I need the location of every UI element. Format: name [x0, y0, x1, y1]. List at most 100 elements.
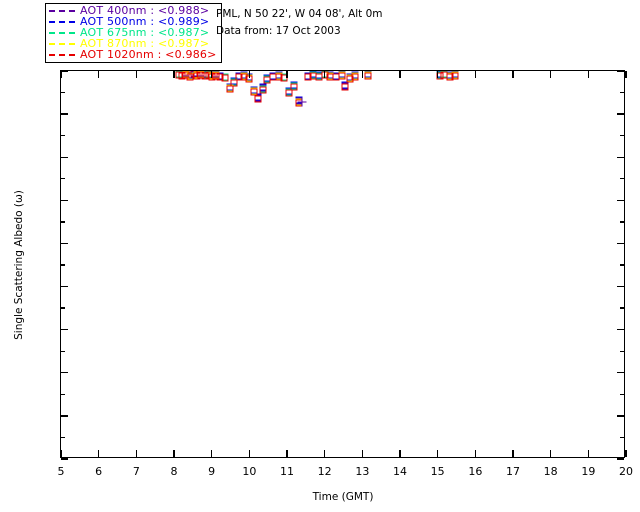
x-axis-tick-label: 15: [430, 465, 445, 478]
x-axis-tick-label: 14: [393, 465, 407, 478]
x-axis-tick: [512, 450, 514, 457]
data-point-marker-outer: [346, 75, 354, 83]
x-axis-tick: [60, 71, 62, 78]
data-point-marker-outer: [190, 71, 198, 78]
x-axis-tick: [361, 71, 363, 78]
y-axis-minor-tick: [61, 307, 65, 309]
legend-line-icon: [49, 20, 75, 23]
legend-item-870nm: AOT 870nm : <0.987>: [49, 38, 217, 49]
data-point-marker-outer: [351, 73, 359, 81]
x-axis-tick: [437, 450, 439, 457]
y-axis-tick: [61, 242, 68, 245]
x-axis-tick: [173, 71, 175, 78]
legend-item-1020nm: AOT 1020nm : <0.986>: [49, 49, 217, 60]
y-axis-minor-tick: [61, 264, 65, 266]
y-axis-tick: [617, 415, 624, 417]
x-axis-tick: [324, 71, 326, 78]
x-axis-tick-label: 5: [57, 465, 65, 478]
data-point-marker-outer: [245, 75, 253, 83]
y-axis-tick: [61, 199, 68, 201]
x-axis-tick: [173, 450, 175, 457]
legend-label: AOT 1020nm : <0.986>: [80, 48, 217, 61]
y-axis-minor-tick: [620, 178, 624, 180]
y-axis-minor-tick: [620, 393, 624, 395]
plot-area: [61, 71, 624, 457]
y-axis-tick: [617, 156, 624, 158]
data-point-marker-outer: [451, 72, 459, 80]
x-axis-tick-label: 12: [317, 465, 332, 478]
x-axis-tick: [550, 450, 552, 457]
x-axis-tick: [211, 450, 213, 457]
x-axis-tick: [286, 71, 288, 78]
x-axis-tick: [512, 71, 514, 78]
x-axis-tick: [135, 71, 137, 78]
legend-label: AOT 400nm : <0.988>: [80, 4, 210, 17]
legend-label: AOT 870nm : <0.987>: [80, 37, 210, 50]
outlier-plus-marker: [297, 97, 307, 107]
x-axis-tick-label: 7: [132, 465, 140, 478]
x-axis-tick-label: 13: [355, 465, 370, 478]
y-axis-tick: [61, 113, 68, 115]
data-point-marker-outer: [178, 72, 186, 80]
y-axis-minor-tick: [61, 178, 65, 180]
data-point-marker-outer: [275, 73, 283, 81]
x-axis-tick: [399, 450, 401, 457]
y-axis-tick: [617, 329, 624, 331]
data-point-marker-outer: [250, 88, 258, 96]
data-date: Data from: 17 Oct 2003: [216, 25, 341, 37]
x-axis-tick: [437, 71, 439, 78]
data-point-marker-outer: [446, 73, 454, 81]
data-point-marker-outer: [212, 72, 220, 80]
x-axis-tick-label: 6: [95, 465, 103, 478]
y-axis-tick: [61, 70, 68, 72]
y-axis-tick: [61, 156, 68, 158]
data-point-marker-outer: [285, 89, 293, 97]
legend-line-icon: [49, 53, 75, 56]
data-point-marker-outer: [230, 79, 237, 87]
legend-item-675nm: AOT 675nm : <0.987>: [49, 27, 217, 38]
data-point-marker-outer: [226, 85, 234, 93]
x-axis-tick: [135, 450, 137, 457]
y-axis-minor-tick: [61, 135, 65, 137]
x-axis-tick-label: 20: [619, 465, 633, 478]
data-point-marker-outer: [216, 73, 224, 81]
x-axis-tick: [60, 450, 62, 457]
x-axis-tick-label: 11: [280, 465, 294, 478]
x-axis-tick-label: 9: [208, 465, 216, 478]
legend-item-400nm: AOT 400nm : <0.988>: [49, 5, 217, 16]
y-axis-tick: [617, 372, 624, 374]
legend-line-icon: [49, 9, 75, 12]
data-point-marker-outer: [175, 71, 183, 79]
x-axis-tick: [248, 71, 250, 78]
y-axis-minor-tick: [620, 307, 624, 309]
x-axis-tick-label: 19: [581, 465, 596, 478]
y-axis-minor-tick: [620, 264, 624, 266]
data-point-marker-outer: [259, 86, 267, 94]
x-axis-tick: [474, 450, 476, 457]
data-point-marker-outer: [193, 72, 201, 80]
site-title: PML, N 50 22', W 04 08', Alt 0m: [216, 8, 383, 20]
y-axis-minor-tick: [61, 393, 65, 395]
y-axis-tick: [61, 415, 68, 417]
data-point-marker-outer: [197, 71, 205, 79]
x-axis-tick: [98, 450, 100, 457]
x-axis-tick: [587, 450, 589, 457]
data-point-marker-outer: [290, 83, 298, 91]
y-axis-minor-tick: [620, 135, 624, 137]
y-axis-tick: [617, 242, 624, 245]
y-axis-minor-tick: [61, 91, 65, 94]
x-axis-tick: [550, 71, 552, 78]
legend-line-icon: [49, 31, 75, 34]
y-axis-title: Single Scattering Albedo (ω): [13, 190, 25, 340]
data-point-marker-outer: [440, 71, 448, 79]
y-axis-tick: [617, 458, 624, 460]
y-axis-tick: [617, 199, 624, 201]
x-axis-tick: [625, 450, 627, 457]
x-axis-tick: [474, 71, 476, 78]
data-point-marker-outer: [221, 74, 229, 82]
data-point-marker-outer: [186, 73, 194, 81]
y-axis-tick: [61, 372, 68, 374]
legend-label: AOT 500nm : <0.989>: [80, 15, 210, 28]
x-axis-tick-label: 17: [506, 465, 520, 478]
